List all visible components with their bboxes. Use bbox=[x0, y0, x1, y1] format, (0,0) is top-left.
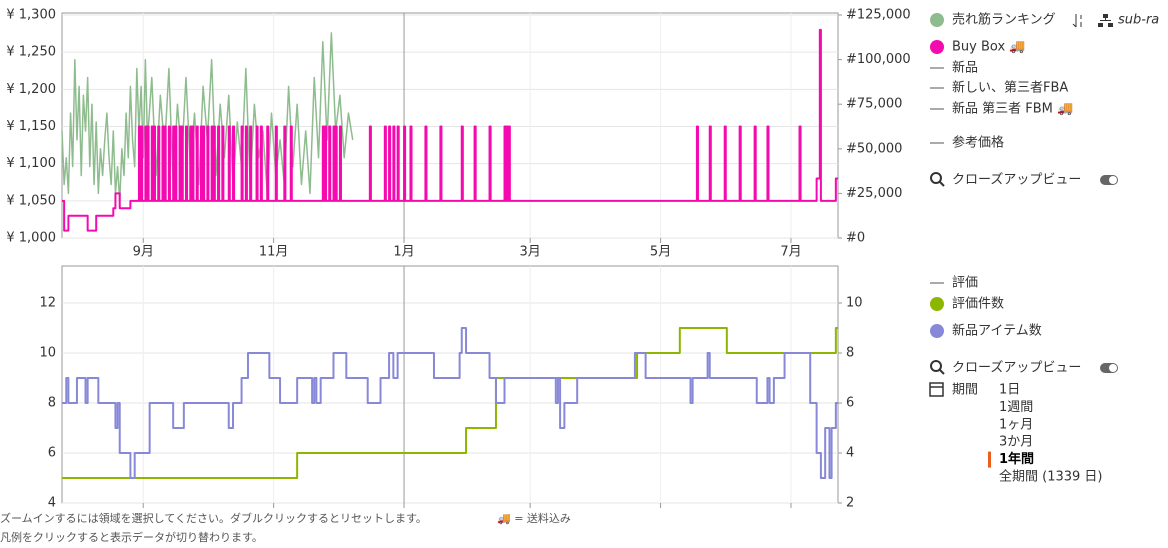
search-icon bbox=[930, 172, 945, 375]
y-tick-label: 10 bbox=[39, 346, 56, 361]
y2-tick-label: 6 bbox=[846, 396, 854, 411]
period-option[interactable]: 1週間 bbox=[999, 400, 1033, 415]
closeup-label[interactable]: クローズアップビュー bbox=[952, 172, 1081, 188]
y-tick-label: ¥ 1,200 bbox=[6, 82, 56, 97]
period-option[interactable]: 1日 bbox=[999, 383, 1020, 398]
sitemap-icon bbox=[1098, 14, 1113, 27]
y2-tick-label: #100,000 bbox=[846, 52, 911, 67]
y-tick-label: ¥ 1,150 bbox=[6, 119, 56, 134]
y2-tick-label: 2 bbox=[846, 496, 854, 511]
legend-label[interactable]: 新品アイテム数 bbox=[952, 323, 1042, 339]
legend-label[interactable]: 参考価格 bbox=[952, 135, 1004, 151]
closeup-label[interactable]: クローズアップビュー bbox=[952, 360, 1081, 376]
x-tick-label: 7月 bbox=[780, 245, 801, 260]
y2-tick-label: #125,000 bbox=[846, 8, 911, 23]
series-line bbox=[62, 28, 838, 232]
toggle[interactable] bbox=[1100, 175, 1118, 373]
calendar-icon bbox=[929, 382, 944, 397]
x-tick-label: 11月 bbox=[259, 245, 289, 260]
footer-legend-hint: 凡例をクリックすると表示データが切り替わります。 bbox=[0, 530, 263, 544]
y2-tick-label: 4 bbox=[846, 446, 854, 461]
x-tick-label: 1月 bbox=[393, 245, 414, 260]
y-tick-label: ¥ 1,300 bbox=[6, 8, 56, 23]
legend-marker[interactable] bbox=[930, 13, 944, 27]
legend-label[interactable]: 新品 第三者 FBM 🚚 bbox=[952, 101, 1073, 117]
legend-label[interactable]: 評価 bbox=[952, 276, 978, 291]
y-tick-label: ¥ 1,100 bbox=[6, 156, 56, 171]
period-option[interactable]: 1年間 bbox=[999, 451, 1034, 467]
x-tick-label: 3月 bbox=[520, 245, 541, 260]
period-selected-bar bbox=[988, 451, 991, 468]
y2-tick-label: #50,000 bbox=[846, 141, 902, 156]
legend-label[interactable]: 新しい、第三者FBA bbox=[952, 80, 1068, 96]
footer-shipping: 🚚 = 送料込み bbox=[497, 511, 571, 525]
y2-tick-label: 10 bbox=[846, 296, 863, 311]
series-line bbox=[62, 327, 838, 479]
period-option[interactable]: 全期間 (1339 日) bbox=[999, 469, 1103, 485]
period-option[interactable]: 1ヶ月 bbox=[999, 417, 1033, 432]
y2-tick-label: 8 bbox=[846, 346, 854, 361]
legend-marker[interactable] bbox=[930, 324, 944, 338]
x-tick-label: 9月 bbox=[133, 245, 154, 260]
legend-label[interactable]: 売れ筋ランキング bbox=[952, 12, 1056, 28]
y-tick-label: 4 bbox=[48, 496, 56, 511]
legend-marker[interactable] bbox=[930, 297, 944, 311]
footer-hint: ズームインするには領域を選択してください。ダブルクリックするとリセットします。 bbox=[0, 511, 427, 525]
y-tick-label: ¥ 1,250 bbox=[6, 45, 56, 60]
y2-tick-label: #75,000 bbox=[846, 97, 902, 112]
ranking-category: sub-ra bbox=[1118, 13, 1159, 28]
y-tick-label: 12 bbox=[39, 296, 56, 311]
x-tick-label: 5月 bbox=[650, 245, 671, 260]
legend-label[interactable]: 新品 bbox=[952, 60, 978, 76]
y-tick-label: ¥ 1,000 bbox=[6, 231, 56, 246]
y-tick-label: 6 bbox=[48, 446, 56, 461]
series-line bbox=[62, 327, 838, 479]
y-tick-label: ¥ 1,050 bbox=[6, 193, 56, 208]
legend-label[interactable]: Buy Box 🚚 bbox=[952, 40, 1025, 55]
y-tick-label: 8 bbox=[48, 396, 56, 411]
plot-frame bbox=[61, 265, 839, 504]
y2-tick-label: #0 bbox=[846, 231, 865, 246]
sort-icon bbox=[1072, 14, 1082, 28]
y2-tick-label: #25,000 bbox=[846, 186, 902, 201]
period-label: 期間 bbox=[952, 383, 978, 398]
period-option[interactable]: 3か月 bbox=[999, 435, 1033, 450]
legend-label[interactable]: 評価件数 bbox=[952, 297, 1004, 312]
legend-marker[interactable] bbox=[930, 40, 944, 54]
